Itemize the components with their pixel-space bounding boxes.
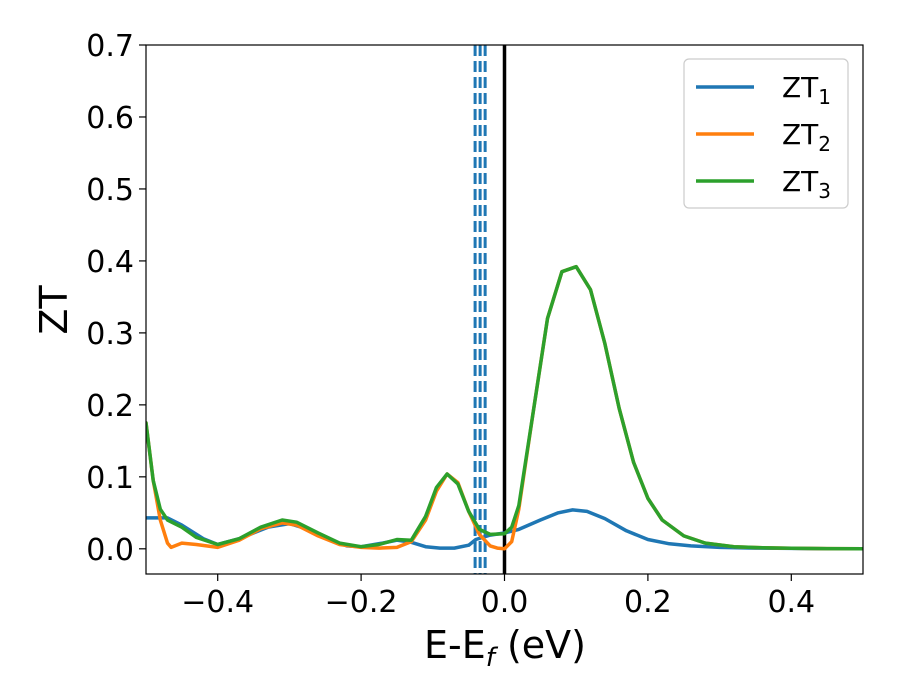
legend-box — [683, 58, 849, 209]
x-axis-label-base: E-E — [424, 623, 486, 667]
series-line-zt3 — [146, 264, 863, 551]
x-axis-label-unit: (eV) — [495, 623, 586, 667]
x-axis: −0.4 −0.2 0.0 0.2 0.4 — [181, 574, 815, 620]
legend-label-zt2: ZT2 — [782, 118, 831, 156]
x-tick-label: −0.2 — [325, 585, 398, 620]
x-tick-label: 0.2 — [624, 585, 672, 620]
legend-label-zt3: ZT3 — [782, 165, 831, 203]
legend: ZT1 ZT2 ZT3 — [683, 58, 849, 209]
x-tick-label: 0.4 — [767, 585, 815, 620]
y-tick-label: 0.1 — [86, 461, 134, 496]
y-tick-label: 0.2 — [86, 389, 134, 424]
y-tick-label: 0.5 — [86, 173, 134, 208]
y-axis-label: ZT — [32, 285, 76, 335]
series-lines — [146, 264, 863, 551]
y-tick-label: 0.0 — [86, 533, 134, 568]
x-tick-label: −0.4 — [181, 585, 254, 620]
x-axis-label: E-Ef (eV) — [424, 623, 586, 673]
y-tick-label: 0.7 — [86, 29, 134, 64]
y-axis: 0.0 0.1 0.2 0.3 0.4 0.5 0.6 0.7 — [86, 29, 146, 568]
y-tick-label: 0.3 — [86, 317, 134, 352]
x-tick-label: 0.0 — [481, 585, 529, 620]
reference-lines — [473, 45, 507, 574]
legend-label-zt1: ZT1 — [782, 71, 831, 109]
y-tick-label: 0.6 — [86, 101, 134, 136]
y-tick-label: 0.4 — [86, 245, 134, 280]
